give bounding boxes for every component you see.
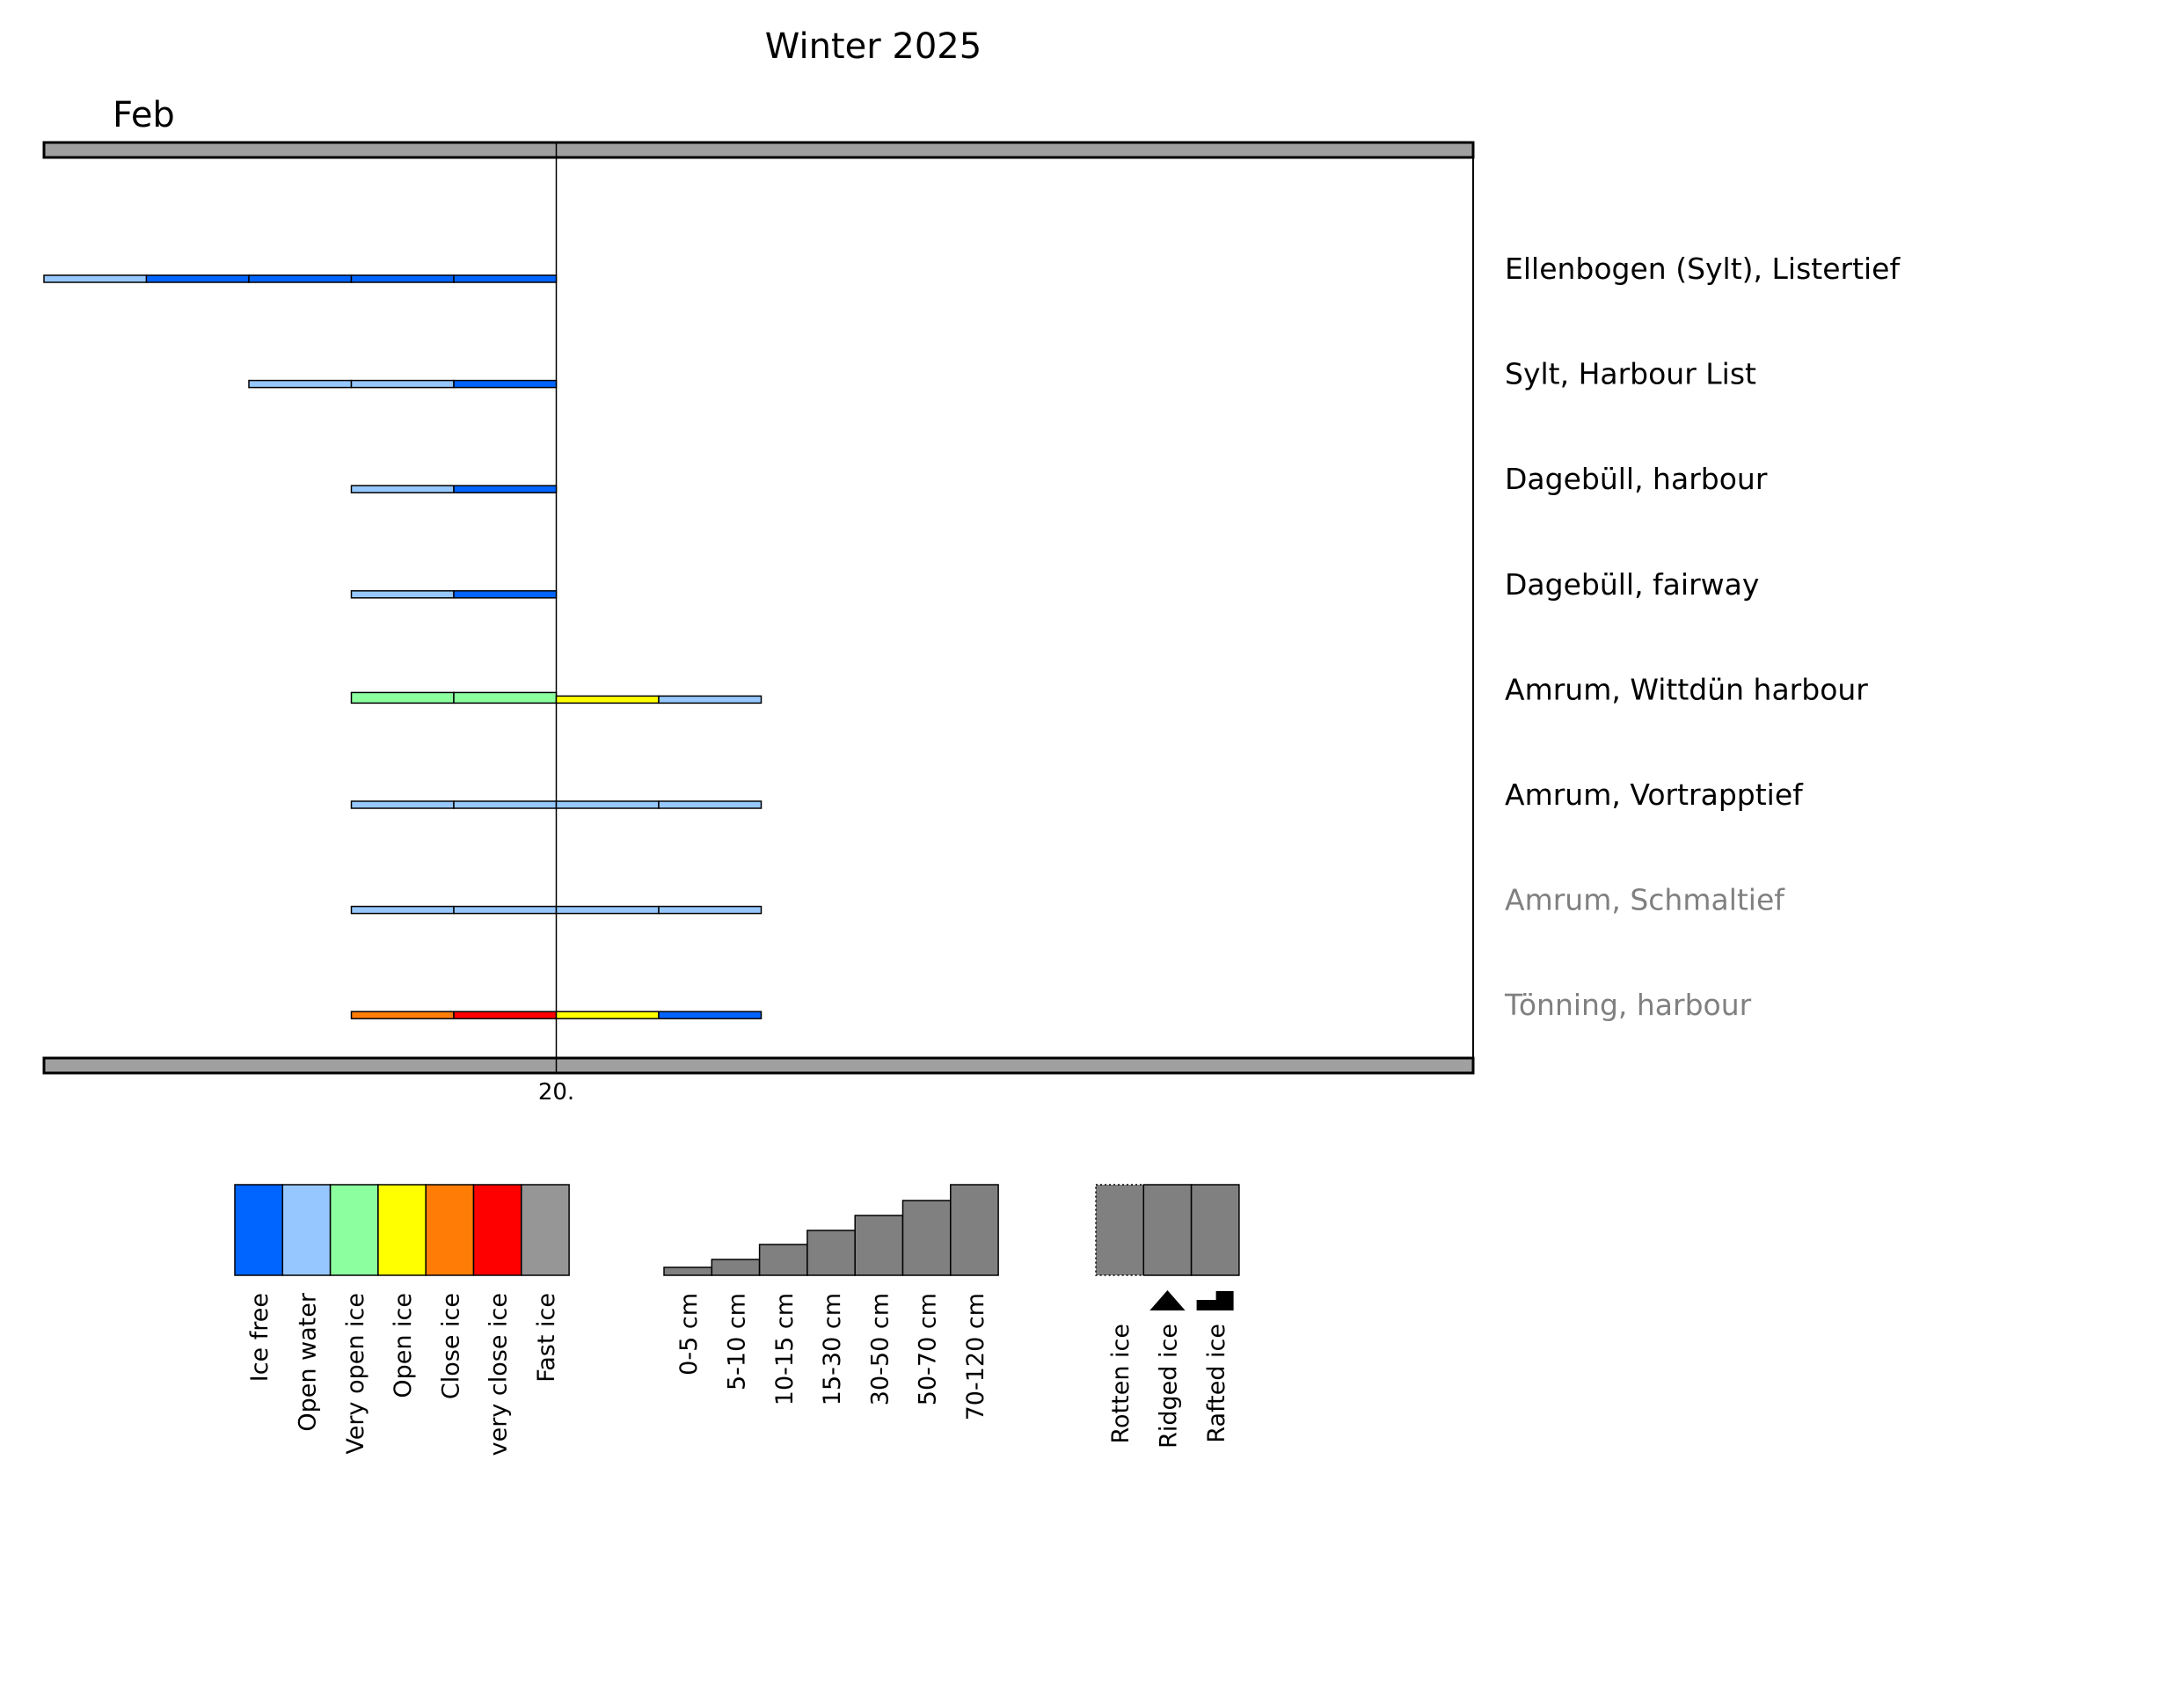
thickness-label: 10-15 cm xyxy=(771,1293,799,1405)
station-label: Amrum, Wittdün harbour xyxy=(1505,672,1868,706)
top-frame-band xyxy=(42,141,1475,159)
concentration-label: Close ice xyxy=(437,1293,464,1399)
ice-bar-segment xyxy=(555,800,660,809)
ice-bar-segment xyxy=(555,695,660,704)
ice-bar-segment xyxy=(453,379,558,389)
ice-form-swatch xyxy=(1095,1184,1145,1276)
concentration-swatch xyxy=(329,1184,379,1276)
station-bar-row xyxy=(350,1011,763,1019)
ice-bar-segment xyxy=(145,274,250,283)
ice-bar-segment xyxy=(658,800,763,809)
thickness-label: 0-5 cm xyxy=(675,1293,703,1376)
ice-form-legend: Rotten ice Ridged ice Rafted ice xyxy=(1095,1184,1240,1449)
concentration-swatch xyxy=(521,1184,570,1276)
ice-bar-segment xyxy=(555,905,660,915)
concentration-label: Ice free xyxy=(246,1293,274,1382)
ice-form-label: Ridged ice xyxy=(1155,1324,1182,1449)
station-bar-row xyxy=(350,905,763,915)
thickness-swatch xyxy=(663,1266,713,1276)
station-bar-row xyxy=(350,691,763,704)
station-label: Dagebüll, fairway xyxy=(1505,567,1759,602)
ice-form-label: Rotten ice xyxy=(1107,1324,1135,1444)
concentration-label: Very open ice xyxy=(342,1293,369,1455)
ice-bar-segment xyxy=(350,1011,455,1019)
station-label: Ellenbogen (Sylt), Listertief xyxy=(1505,252,1901,286)
thickness-label: 30-50 cm xyxy=(866,1293,894,1405)
concentration-label: Open water xyxy=(294,1292,321,1432)
ice-bar-segment xyxy=(453,905,558,915)
thickness-label: 15-30 cm xyxy=(819,1293,846,1405)
ice-bar-segment xyxy=(350,379,455,389)
station-label: Amrum, Vortrapptief xyxy=(1505,777,1804,812)
ice-bar-segment xyxy=(453,800,558,809)
thickness-swatch xyxy=(901,1200,952,1276)
thickness-swatch xyxy=(711,1259,761,1276)
ice-bar-segment xyxy=(658,905,763,915)
rafted-step-icon xyxy=(1196,1291,1234,1310)
concentration-label: Open ice xyxy=(390,1293,417,1398)
concentration-swatch xyxy=(234,1184,284,1276)
ice-bar-segment xyxy=(350,691,455,704)
ice-bar-segment xyxy=(350,905,455,915)
station-bar-row xyxy=(350,590,558,599)
ice-bar-segment xyxy=(350,485,455,493)
ice-bar-segment xyxy=(350,800,455,809)
ice-bar-segment xyxy=(555,1011,660,1019)
ice-bar-segment xyxy=(453,1011,558,1019)
ice-bar-segment xyxy=(248,379,353,389)
thickness-swatch xyxy=(950,1184,999,1276)
ice-bar-segment xyxy=(658,1011,763,1019)
ice-bar-segment xyxy=(350,590,455,599)
bottom-frame-band xyxy=(42,1056,1475,1075)
concentration-swatch xyxy=(472,1184,522,1276)
station-label: Sylt, Harbour List xyxy=(1505,357,1756,391)
ice-form-label: Rafted ice xyxy=(1203,1324,1230,1443)
ice-form-swatch xyxy=(1190,1184,1240,1276)
station-bar-row xyxy=(350,800,763,809)
thickness-swatch xyxy=(758,1244,808,1276)
x-tick-label: 20. xyxy=(538,1079,574,1106)
plot-frame xyxy=(42,141,1475,1075)
thickness-legend: 0-5 cm 5-10 cm 10-15 cm 15-30 cm 30-50 cm 50-… xyxy=(663,1184,999,1420)
station-bar-row xyxy=(248,379,558,389)
ice-bar-segment xyxy=(248,274,353,283)
station-bar-row xyxy=(350,485,558,493)
thickness-label: 5-10 cm xyxy=(723,1293,750,1390)
station-label: Amrum, Schmaltief xyxy=(1505,883,1785,917)
thickness-label: 70-120 cm xyxy=(962,1293,989,1420)
ice-bar-segment xyxy=(453,485,558,493)
concentration-label: very close ice xyxy=(485,1293,513,1456)
ridged-triangle-icon xyxy=(1149,1290,1186,1310)
thickness-label: 50-70 cm xyxy=(915,1293,942,1405)
ice-bar-segment xyxy=(453,274,558,283)
concentration-swatch xyxy=(425,1184,475,1276)
thickness-swatch xyxy=(806,1230,856,1276)
month-label: Feb xyxy=(113,95,175,135)
ice-bar-segment xyxy=(453,590,558,599)
concentration-legend: Ice free Open water Very open ice Open ice C… xyxy=(234,1184,570,1456)
chart-title: Winter 2025 xyxy=(765,26,982,67)
ice-form-swatch xyxy=(1142,1184,1193,1276)
thickness-swatch xyxy=(854,1215,904,1276)
station-bar-row xyxy=(43,274,558,283)
concentration-label: Fast ice xyxy=(533,1293,560,1383)
ice-bar-segment xyxy=(350,274,455,283)
concentration-swatch xyxy=(281,1184,332,1276)
station-label: Dagebüll, harbour xyxy=(1505,462,1768,496)
ice-bar-segment xyxy=(453,691,558,704)
ice-bar-segment xyxy=(658,695,763,704)
x-ticks: 20. xyxy=(538,1079,574,1106)
station-label: Tönning, harbour xyxy=(1504,988,1752,1022)
ice-bar-segment xyxy=(43,274,148,283)
station-labels: Ellenbogen (Sylt), Listertief Sylt, Harbo… xyxy=(1504,252,1901,1022)
ice-bars xyxy=(43,274,763,1019)
concentration-swatch xyxy=(377,1184,427,1276)
